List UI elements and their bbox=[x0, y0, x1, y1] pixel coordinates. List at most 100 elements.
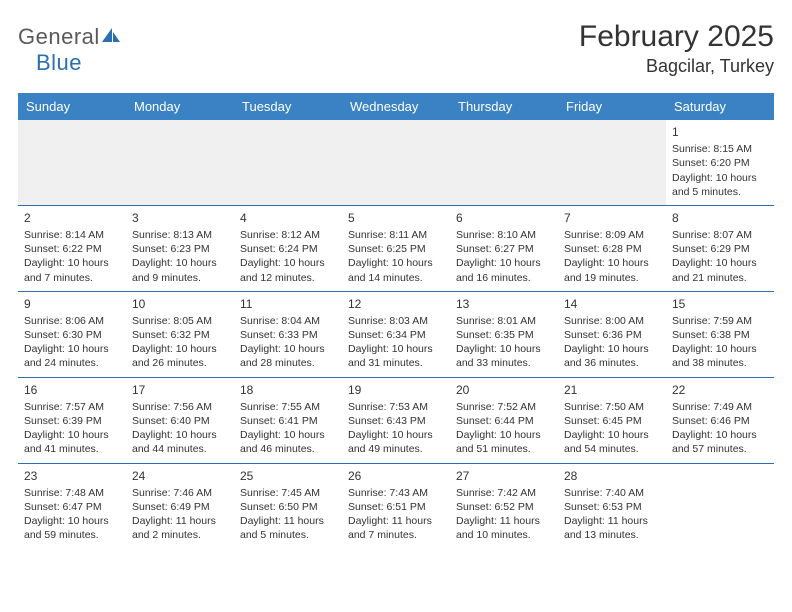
weekday-thursday: Thursday bbox=[450, 93, 558, 120]
day-number: 23 bbox=[24, 468, 120, 484]
daylight-text: Daylight: 10 hours and 19 minutes. bbox=[564, 256, 660, 284]
sunset-text: Sunset: 6:29 PM bbox=[672, 242, 768, 256]
calendar-cell: 7Sunrise: 8:09 AMSunset: 6:28 PMDaylight… bbox=[558, 205, 666, 291]
sunset-text: Sunset: 6:24 PM bbox=[240, 242, 336, 256]
day-number: 25 bbox=[240, 468, 336, 484]
sunrise-text: Sunrise: 8:10 AM bbox=[456, 228, 552, 242]
weekday-wednesday: Wednesday bbox=[342, 93, 450, 120]
sunset-text: Sunset: 6:20 PM bbox=[672, 156, 768, 170]
sunrise-text: Sunrise: 7:50 AM bbox=[564, 400, 660, 414]
calendar-cell: 10Sunrise: 8:05 AMSunset: 6:32 PMDayligh… bbox=[126, 291, 234, 377]
calendar-head: Sunday Monday Tuesday Wednesday Thursday… bbox=[18, 93, 774, 120]
sunset-text: Sunset: 6:47 PM bbox=[24, 500, 120, 514]
daylight-text: Daylight: 10 hours and 38 minutes. bbox=[672, 342, 768, 370]
calendar-cell: 16Sunrise: 7:57 AMSunset: 6:39 PMDayligh… bbox=[18, 377, 126, 463]
weekday-saturday: Saturday bbox=[666, 93, 774, 120]
daylight-text: Daylight: 10 hours and 31 minutes. bbox=[348, 342, 444, 370]
calendar-cell bbox=[558, 120, 666, 205]
calendar-cell bbox=[234, 120, 342, 205]
sunset-text: Sunset: 6:30 PM bbox=[24, 328, 120, 342]
sunrise-text: Sunrise: 7:46 AM bbox=[132, 486, 228, 500]
calendar-cell: 6Sunrise: 8:10 AMSunset: 6:27 PMDaylight… bbox=[450, 205, 558, 291]
daylight-text: Daylight: 10 hours and 28 minutes. bbox=[240, 342, 336, 370]
month-title: February 2025 bbox=[579, 20, 774, 54]
sunrise-text: Sunrise: 7:48 AM bbox=[24, 486, 120, 500]
header: General Blue February 2025 Bagcilar, Tur… bbox=[18, 20, 774, 77]
day-number: 27 bbox=[456, 468, 552, 484]
calendar-cell: 2Sunrise: 8:14 AMSunset: 6:22 PMDaylight… bbox=[18, 205, 126, 291]
weekday-row: Sunday Monday Tuesday Wednesday Thursday… bbox=[18, 93, 774, 120]
sunset-text: Sunset: 6:28 PM bbox=[564, 242, 660, 256]
calendar-week-row: 9Sunrise: 8:06 AMSunset: 6:30 PMDaylight… bbox=[18, 291, 774, 377]
daylight-text: Daylight: 11 hours and 7 minutes. bbox=[348, 514, 444, 542]
calendar-cell: 26Sunrise: 7:43 AMSunset: 6:51 PMDayligh… bbox=[342, 463, 450, 548]
sunset-text: Sunset: 6:34 PM bbox=[348, 328, 444, 342]
calendar-cell: 22Sunrise: 7:49 AMSunset: 6:46 PMDayligh… bbox=[666, 377, 774, 463]
calendar-cell: 17Sunrise: 7:56 AMSunset: 6:40 PMDayligh… bbox=[126, 377, 234, 463]
sunset-text: Sunset: 6:33 PM bbox=[240, 328, 336, 342]
title-block: February 2025 Bagcilar, Turkey bbox=[579, 20, 774, 77]
sunset-text: Sunset: 6:38 PM bbox=[672, 328, 768, 342]
calendar-cell: 12Sunrise: 8:03 AMSunset: 6:34 PMDayligh… bbox=[342, 291, 450, 377]
daylight-text: Daylight: 10 hours and 24 minutes. bbox=[24, 342, 120, 370]
calendar-cell: 25Sunrise: 7:45 AMSunset: 6:50 PMDayligh… bbox=[234, 463, 342, 548]
day-number: 24 bbox=[132, 468, 228, 484]
calendar-cell: 19Sunrise: 7:53 AMSunset: 6:43 PMDayligh… bbox=[342, 377, 450, 463]
sunrise-text: Sunrise: 8:07 AM bbox=[672, 228, 768, 242]
day-number: 2 bbox=[24, 210, 120, 226]
day-number: 3 bbox=[132, 210, 228, 226]
sunset-text: Sunset: 6:44 PM bbox=[456, 414, 552, 428]
daylight-text: Daylight: 10 hours and 9 minutes. bbox=[132, 256, 228, 284]
calendar-cell: 3Sunrise: 8:13 AMSunset: 6:23 PMDaylight… bbox=[126, 205, 234, 291]
calendar-cell bbox=[342, 120, 450, 205]
daylight-text: Daylight: 10 hours and 36 minutes. bbox=[564, 342, 660, 370]
sunrise-text: Sunrise: 8:04 AM bbox=[240, 314, 336, 328]
day-number: 10 bbox=[132, 296, 228, 312]
daylight-text: Daylight: 10 hours and 21 minutes. bbox=[672, 256, 768, 284]
daylight-text: Daylight: 10 hours and 14 minutes. bbox=[348, 256, 444, 284]
sunrise-text: Sunrise: 8:06 AM bbox=[24, 314, 120, 328]
sunset-text: Sunset: 6:49 PM bbox=[132, 500, 228, 514]
logo-sail-icon bbox=[100, 26, 122, 49]
sunset-text: Sunset: 6:25 PM bbox=[348, 242, 444, 256]
sunset-text: Sunset: 6:41 PM bbox=[240, 414, 336, 428]
sunset-text: Sunset: 6:53 PM bbox=[564, 500, 660, 514]
daylight-text: Daylight: 10 hours and 49 minutes. bbox=[348, 428, 444, 456]
sunrise-text: Sunrise: 7:52 AM bbox=[456, 400, 552, 414]
calendar-cell: 13Sunrise: 8:01 AMSunset: 6:35 PMDayligh… bbox=[450, 291, 558, 377]
day-number: 16 bbox=[24, 382, 120, 398]
sunset-text: Sunset: 6:36 PM bbox=[564, 328, 660, 342]
calendar-cell: 15Sunrise: 7:59 AMSunset: 6:38 PMDayligh… bbox=[666, 291, 774, 377]
day-number: 8 bbox=[672, 210, 768, 226]
sunrise-text: Sunrise: 8:00 AM bbox=[564, 314, 660, 328]
sunset-text: Sunset: 6:35 PM bbox=[456, 328, 552, 342]
calendar-cell bbox=[450, 120, 558, 205]
calendar-cell: 18Sunrise: 7:55 AMSunset: 6:41 PMDayligh… bbox=[234, 377, 342, 463]
day-number: 9 bbox=[24, 296, 120, 312]
sunrise-text: Sunrise: 7:57 AM bbox=[24, 400, 120, 414]
day-number: 12 bbox=[348, 296, 444, 312]
sunset-text: Sunset: 6:22 PM bbox=[24, 242, 120, 256]
sunrise-text: Sunrise: 8:01 AM bbox=[456, 314, 552, 328]
sunrise-text: Sunrise: 8:05 AM bbox=[132, 314, 228, 328]
day-number: 21 bbox=[564, 382, 660, 398]
calendar-body: 1Sunrise: 8:15 AMSunset: 6:20 PMDaylight… bbox=[18, 120, 774, 548]
calendar-cell: 23Sunrise: 7:48 AMSunset: 6:47 PMDayligh… bbox=[18, 463, 126, 548]
calendar-week-row: 16Sunrise: 7:57 AMSunset: 6:39 PMDayligh… bbox=[18, 377, 774, 463]
daylight-text: Daylight: 10 hours and 57 minutes. bbox=[672, 428, 768, 456]
daylight-text: Daylight: 10 hours and 51 minutes. bbox=[456, 428, 552, 456]
daylight-text: Daylight: 10 hours and 44 minutes. bbox=[132, 428, 228, 456]
sunrise-text: Sunrise: 7:59 AM bbox=[672, 314, 768, 328]
daylight-text: Daylight: 10 hours and 16 minutes. bbox=[456, 256, 552, 284]
sunset-text: Sunset: 6:52 PM bbox=[456, 500, 552, 514]
calendar-week-row: 1Sunrise: 8:15 AMSunset: 6:20 PMDaylight… bbox=[18, 120, 774, 205]
sunset-text: Sunset: 6:51 PM bbox=[348, 500, 444, 514]
day-number: 22 bbox=[672, 382, 768, 398]
calendar-cell bbox=[666, 463, 774, 548]
calendar-cell: 27Sunrise: 7:42 AMSunset: 6:52 PMDayligh… bbox=[450, 463, 558, 548]
calendar-cell: 5Sunrise: 8:11 AMSunset: 6:25 PMDaylight… bbox=[342, 205, 450, 291]
sunset-text: Sunset: 6:43 PM bbox=[348, 414, 444, 428]
daylight-text: Daylight: 10 hours and 54 minutes. bbox=[564, 428, 660, 456]
day-number: 26 bbox=[348, 468, 444, 484]
sunrise-text: Sunrise: 8:11 AM bbox=[348, 228, 444, 242]
